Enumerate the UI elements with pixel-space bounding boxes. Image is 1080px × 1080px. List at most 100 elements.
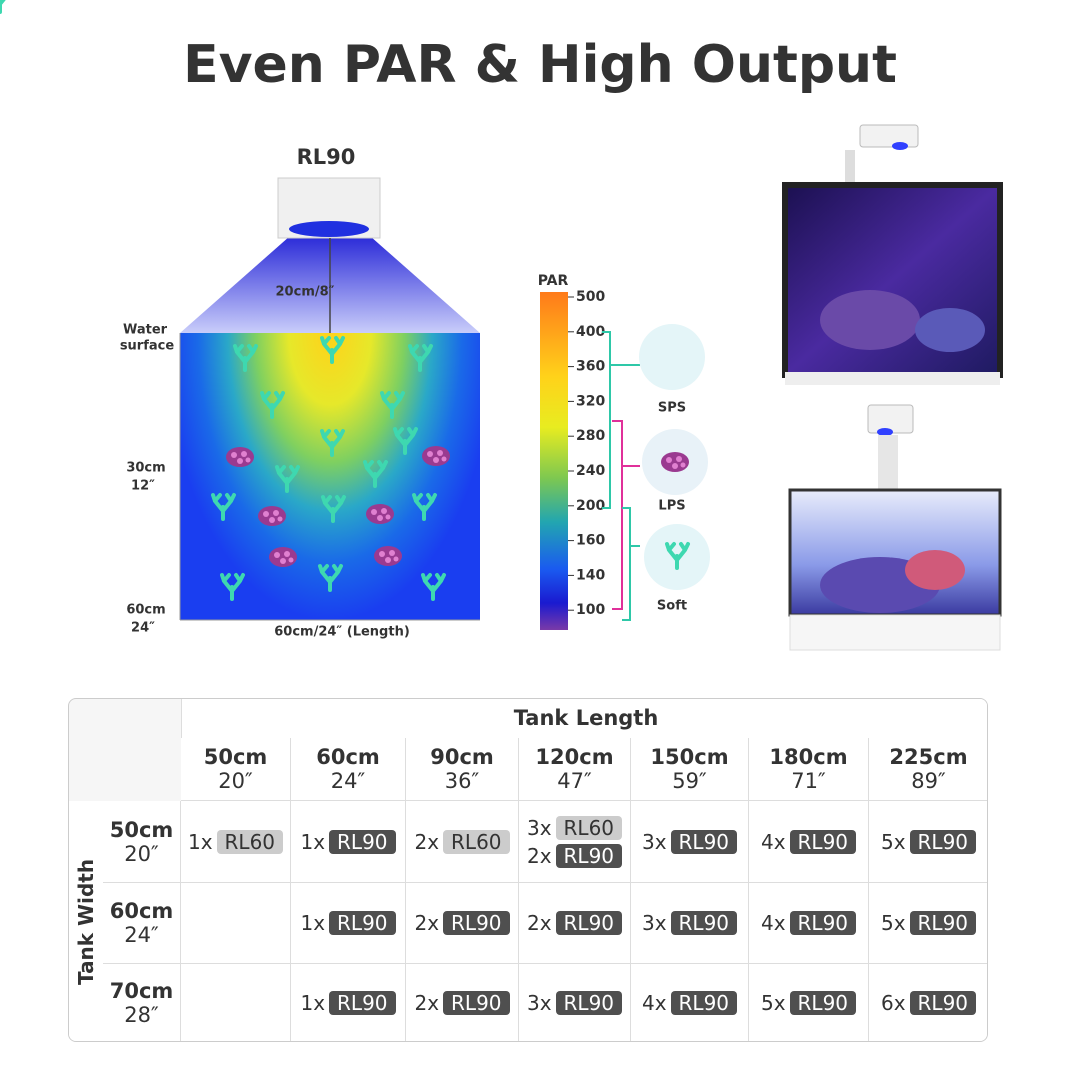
table-cell: 6x RL90 [869,964,987,1041]
table-cell: 5x RL90 [869,883,987,964]
row-cm: 70cm [109,979,174,1003]
count: 2x [414,829,440,854]
cell-entry: 3x RL90 [527,991,623,1015]
par-colorbar [540,292,568,630]
par-tick-label: 140 [576,567,605,583]
model-badge: RL90 [909,991,977,1015]
table-cell: 4x RL90 [749,801,869,883]
column-header: 180cm 71″ [749,738,869,801]
model-badge: RL90 [555,843,623,868]
tank-photo [782,124,1003,385]
model-badge: RL60 [216,829,284,854]
model-badge: RL60 [443,829,510,854]
count: 3x [641,911,667,935]
column-header: 225cm 89″ [869,738,987,801]
count: 5x [760,991,786,1015]
table-cell: 1x RL90 [291,883,406,964]
model-badge: RL90 [329,911,396,935]
figure: Even PAR & High Output RL90 20cm/8″ Wate… [0,0,1003,651]
cell-entry: 5x RL90 [881,829,977,854]
column-header: 90cm 36″ [406,738,519,801]
par-tick-label: 320 [576,393,605,409]
row-header: 50cm 20″ [103,801,181,883]
count: 1x [187,829,213,854]
par-heatmap [180,333,480,620]
column-cm: 150cm [650,745,729,769]
table-cell: 2x RL90 [519,883,631,964]
column-header: 150cm 59″ [631,738,749,801]
model-badge: RL90 [443,911,510,935]
model-badge: RL90 [670,911,738,935]
coral-label: SPS [658,401,686,416]
par-tick-label: 240 [576,463,605,479]
column-in: 24″ [330,769,366,793]
par-label: PAR [538,273,569,289]
count: 2x [414,991,440,1015]
column-group-header: Tank Length [181,699,987,739]
depth-label: 30cm [126,461,165,476]
model-badge: RL90 [670,991,738,1015]
count: 1x [300,829,326,854]
length-label: 60cm/24″ (Length) [274,625,410,640]
count: 1x [300,911,326,935]
table-cell: 1x RL90 [291,964,406,1041]
table-cell: 2x RL90 [406,964,519,1041]
fixture-led [289,221,369,237]
model-badge: RL90 [789,911,857,935]
column-header: 60cm 24″ [291,738,406,801]
table-cell: 4x RL90 [631,964,749,1041]
count: 3x [526,815,552,840]
cell-entry: 2x RL60 [414,829,510,854]
table-cell: 1x RL60 [181,801,291,883]
par-tick-label: 400 [576,324,605,340]
cell-entry: 5x RL90 [880,911,977,935]
table-cell: 5x RL90 [869,801,987,883]
cell-entry: 4x RL90 [760,829,857,854]
row-in: 28″ [124,1003,159,1027]
table-cell: 2x RL90 [406,883,519,964]
table-cell [181,964,291,1041]
par-ticks: 500 400 360 320 280 240 200 160 140 100 [568,289,605,618]
column-in: 47″ [557,769,592,793]
column-in: 20″ [218,769,253,793]
model-badge: RL90 [789,991,857,1015]
count: 1x [300,991,326,1015]
water-label: surface [120,339,175,354]
model-badge: RL60 [555,815,623,840]
column-cm: 225cm [889,745,968,769]
column-in: 36″ [444,769,480,793]
row-in: 24″ [124,923,159,947]
table-cell: 3x RL90 [631,883,749,964]
depth-label: 60cm [126,603,165,618]
table-cell: 2x RL60 [406,801,519,883]
model-badge: RL90 [329,991,396,1015]
depth-label: 24″ [131,621,155,636]
cell-entry: 2x RL90 [527,911,623,935]
cell-entry: 4x RL90 [761,911,857,935]
table-cell [181,883,291,964]
water-label: Water [123,323,168,338]
column-in: 71″ [791,769,826,793]
model-badge: RL90 [555,991,623,1015]
par-tick-label: 200 [576,498,605,514]
count: 4x [760,829,786,854]
model-badge: RL90 [789,829,857,854]
column-in: 59″ [672,769,707,793]
par-tick-label: 160 [576,533,605,549]
model-badge: RL90 [555,911,623,935]
row-cm: 60cm [109,899,174,923]
model-badge: RL90 [443,991,510,1015]
column-cm: 180cm [769,745,848,769]
table-cell: 5x RL90 [749,964,869,1041]
count: 5x [880,911,906,935]
table-cell: 3x RL60 2x RL90 [519,801,631,883]
par-tick-label: 280 [576,428,605,444]
cell-entry: 2x RL90 [527,843,623,868]
cell-entry: 3x RL90 [642,829,738,854]
row-group-header: Tank Width [69,801,103,1041]
distance-label: 20cm/8″ [276,285,335,300]
cell-entry: 4x RL90 [642,991,738,1015]
light-name: RL90 [297,145,356,169]
cell-entry: 6x RL90 [881,991,977,1015]
